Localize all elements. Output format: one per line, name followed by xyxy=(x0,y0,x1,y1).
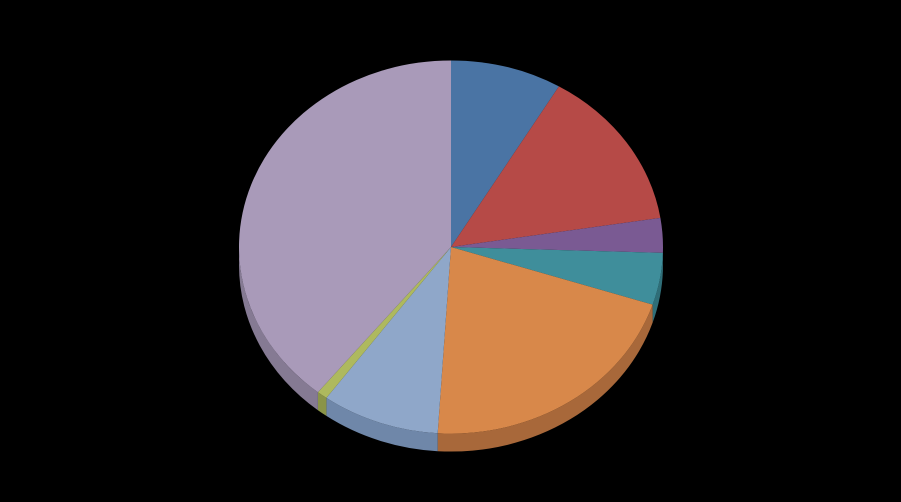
pie-chart xyxy=(0,0,901,502)
